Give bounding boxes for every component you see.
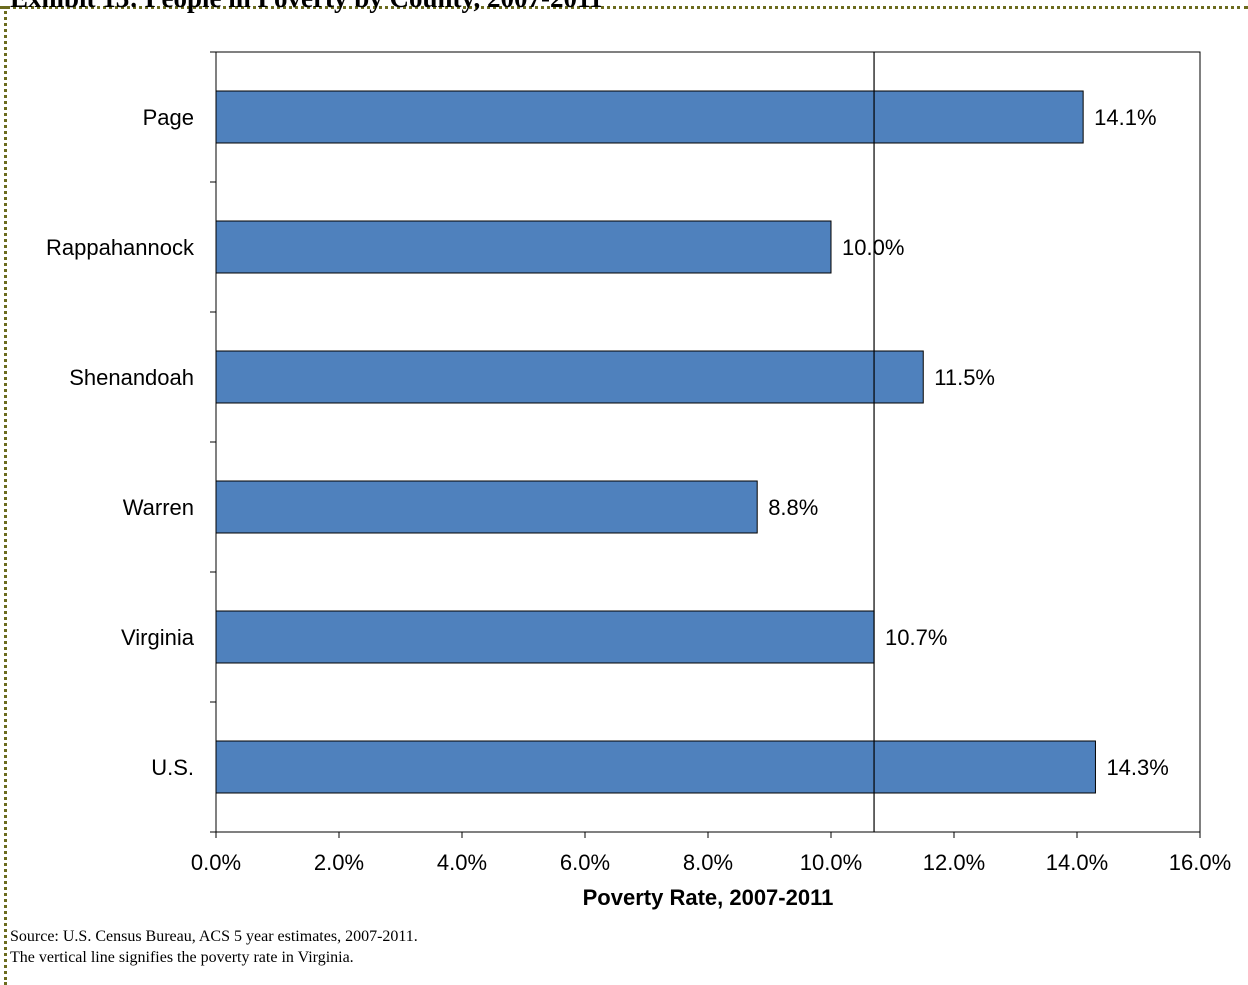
- x-tick-label: 10.0%: [800, 850, 862, 875]
- bar-warren: [215, 480, 758, 534]
- bar-shenandoah: [215, 350, 924, 404]
- bars-layer: [215, 90, 1096, 794]
- labels-layer: 14.1% Page 10.0% Rappahannock 11.5% Shenandoa…: [46, 105, 1169, 780]
- category-label: Virginia: [121, 625, 195, 650]
- plot-area: [215, 51, 1201, 833]
- category-label: Rappahannock: [46, 235, 195, 260]
- category-label: Shenandoah: [69, 365, 194, 390]
- frame-left-border: [4, 6, 7, 985]
- x-tick-label: 16.0%: [1169, 850, 1231, 875]
- bar-page: [215, 90, 1084, 144]
- bar-virginia: [215, 610, 875, 664]
- bar-rappahannock: [215, 220, 832, 274]
- x-tick-label: 6.0%: [560, 850, 610, 875]
- x-tick-label: 0.0%: [191, 850, 241, 875]
- x-axis-title: Poverty Rate, 2007-2011: [583, 885, 834, 910]
- frame-top-border: [0, 6, 1248, 9]
- data-label: 10.0%: [842, 235, 904, 260]
- data-label: 11.5%: [934, 365, 995, 390]
- data-label: 10.7%: [885, 625, 947, 650]
- data-label: 14.1%: [1094, 105, 1156, 130]
- axis-layer: 0.0% 2.0% 4.0% 6.0% 8.0% 10.0% 12.0% 14.0% 16.0%: [191, 51, 1231, 875]
- data-label: 8.8%: [768, 495, 818, 520]
- data-label: 14.3%: [1106, 755, 1168, 780]
- exhibit-title: Exhibit 13: People in Poverty by County,…: [10, 0, 603, 14]
- source-notes: Source: U.S. Census Bureau, ACS 5 year e…: [10, 926, 418, 968]
- x-tick-label: 12.0%: [923, 850, 985, 875]
- x-tick-label: 2.0%: [314, 850, 364, 875]
- x-tick-label: 14.0%: [1046, 850, 1108, 875]
- reference-line-note: The vertical line signifies the poverty …: [10, 949, 354, 966]
- category-label: Warren: [123, 495, 194, 520]
- bar-u-s-: [215, 740, 1096, 794]
- category-label: Page: [143, 105, 194, 130]
- x-tick-label: 4.0%: [437, 850, 487, 875]
- x-tick-label: 8.0%: [683, 850, 733, 875]
- source-text: Source: U.S. Census Bureau, ACS 5 year e…: [10, 928, 418, 945]
- category-label: U.S.: [151, 755, 194, 780]
